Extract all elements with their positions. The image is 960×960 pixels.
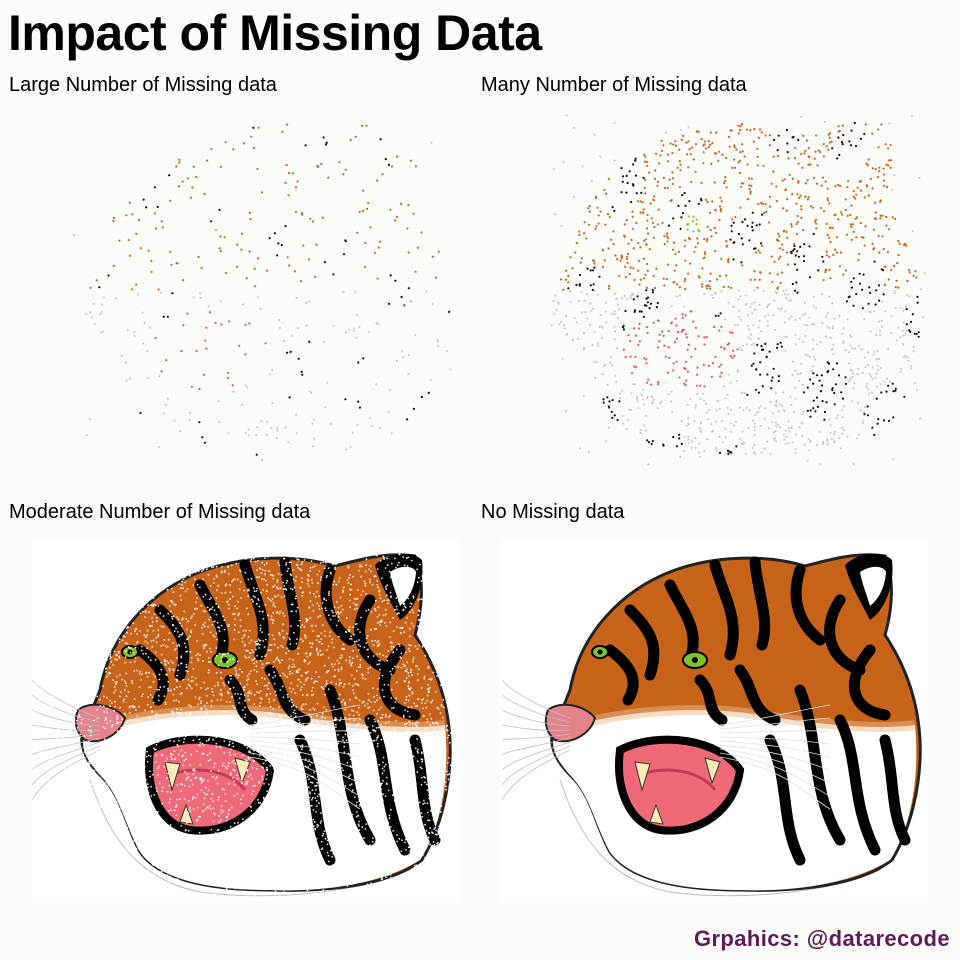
panel-title-moderate-missing: Moderate Number of Missing data (9, 501, 311, 523)
panel-title-many-missing: Many Number of Missing data (481, 74, 747, 96)
panel-title-no-missing: No Missing data (481, 501, 625, 523)
tiger-image-large-missing (30, 105, 460, 480)
panel-title-large-missing: Large Number of Missing data (9, 74, 277, 96)
graphics-credit: Grpahics: @datarecode (693, 926, 950, 951)
page-title: Impact of Missing Data (8, 5, 542, 61)
tiger-image-many-missing (500, 105, 930, 480)
tiger-image-moderate-missing (30, 540, 460, 902)
tiger-image-no-missing (500, 540, 930, 902)
